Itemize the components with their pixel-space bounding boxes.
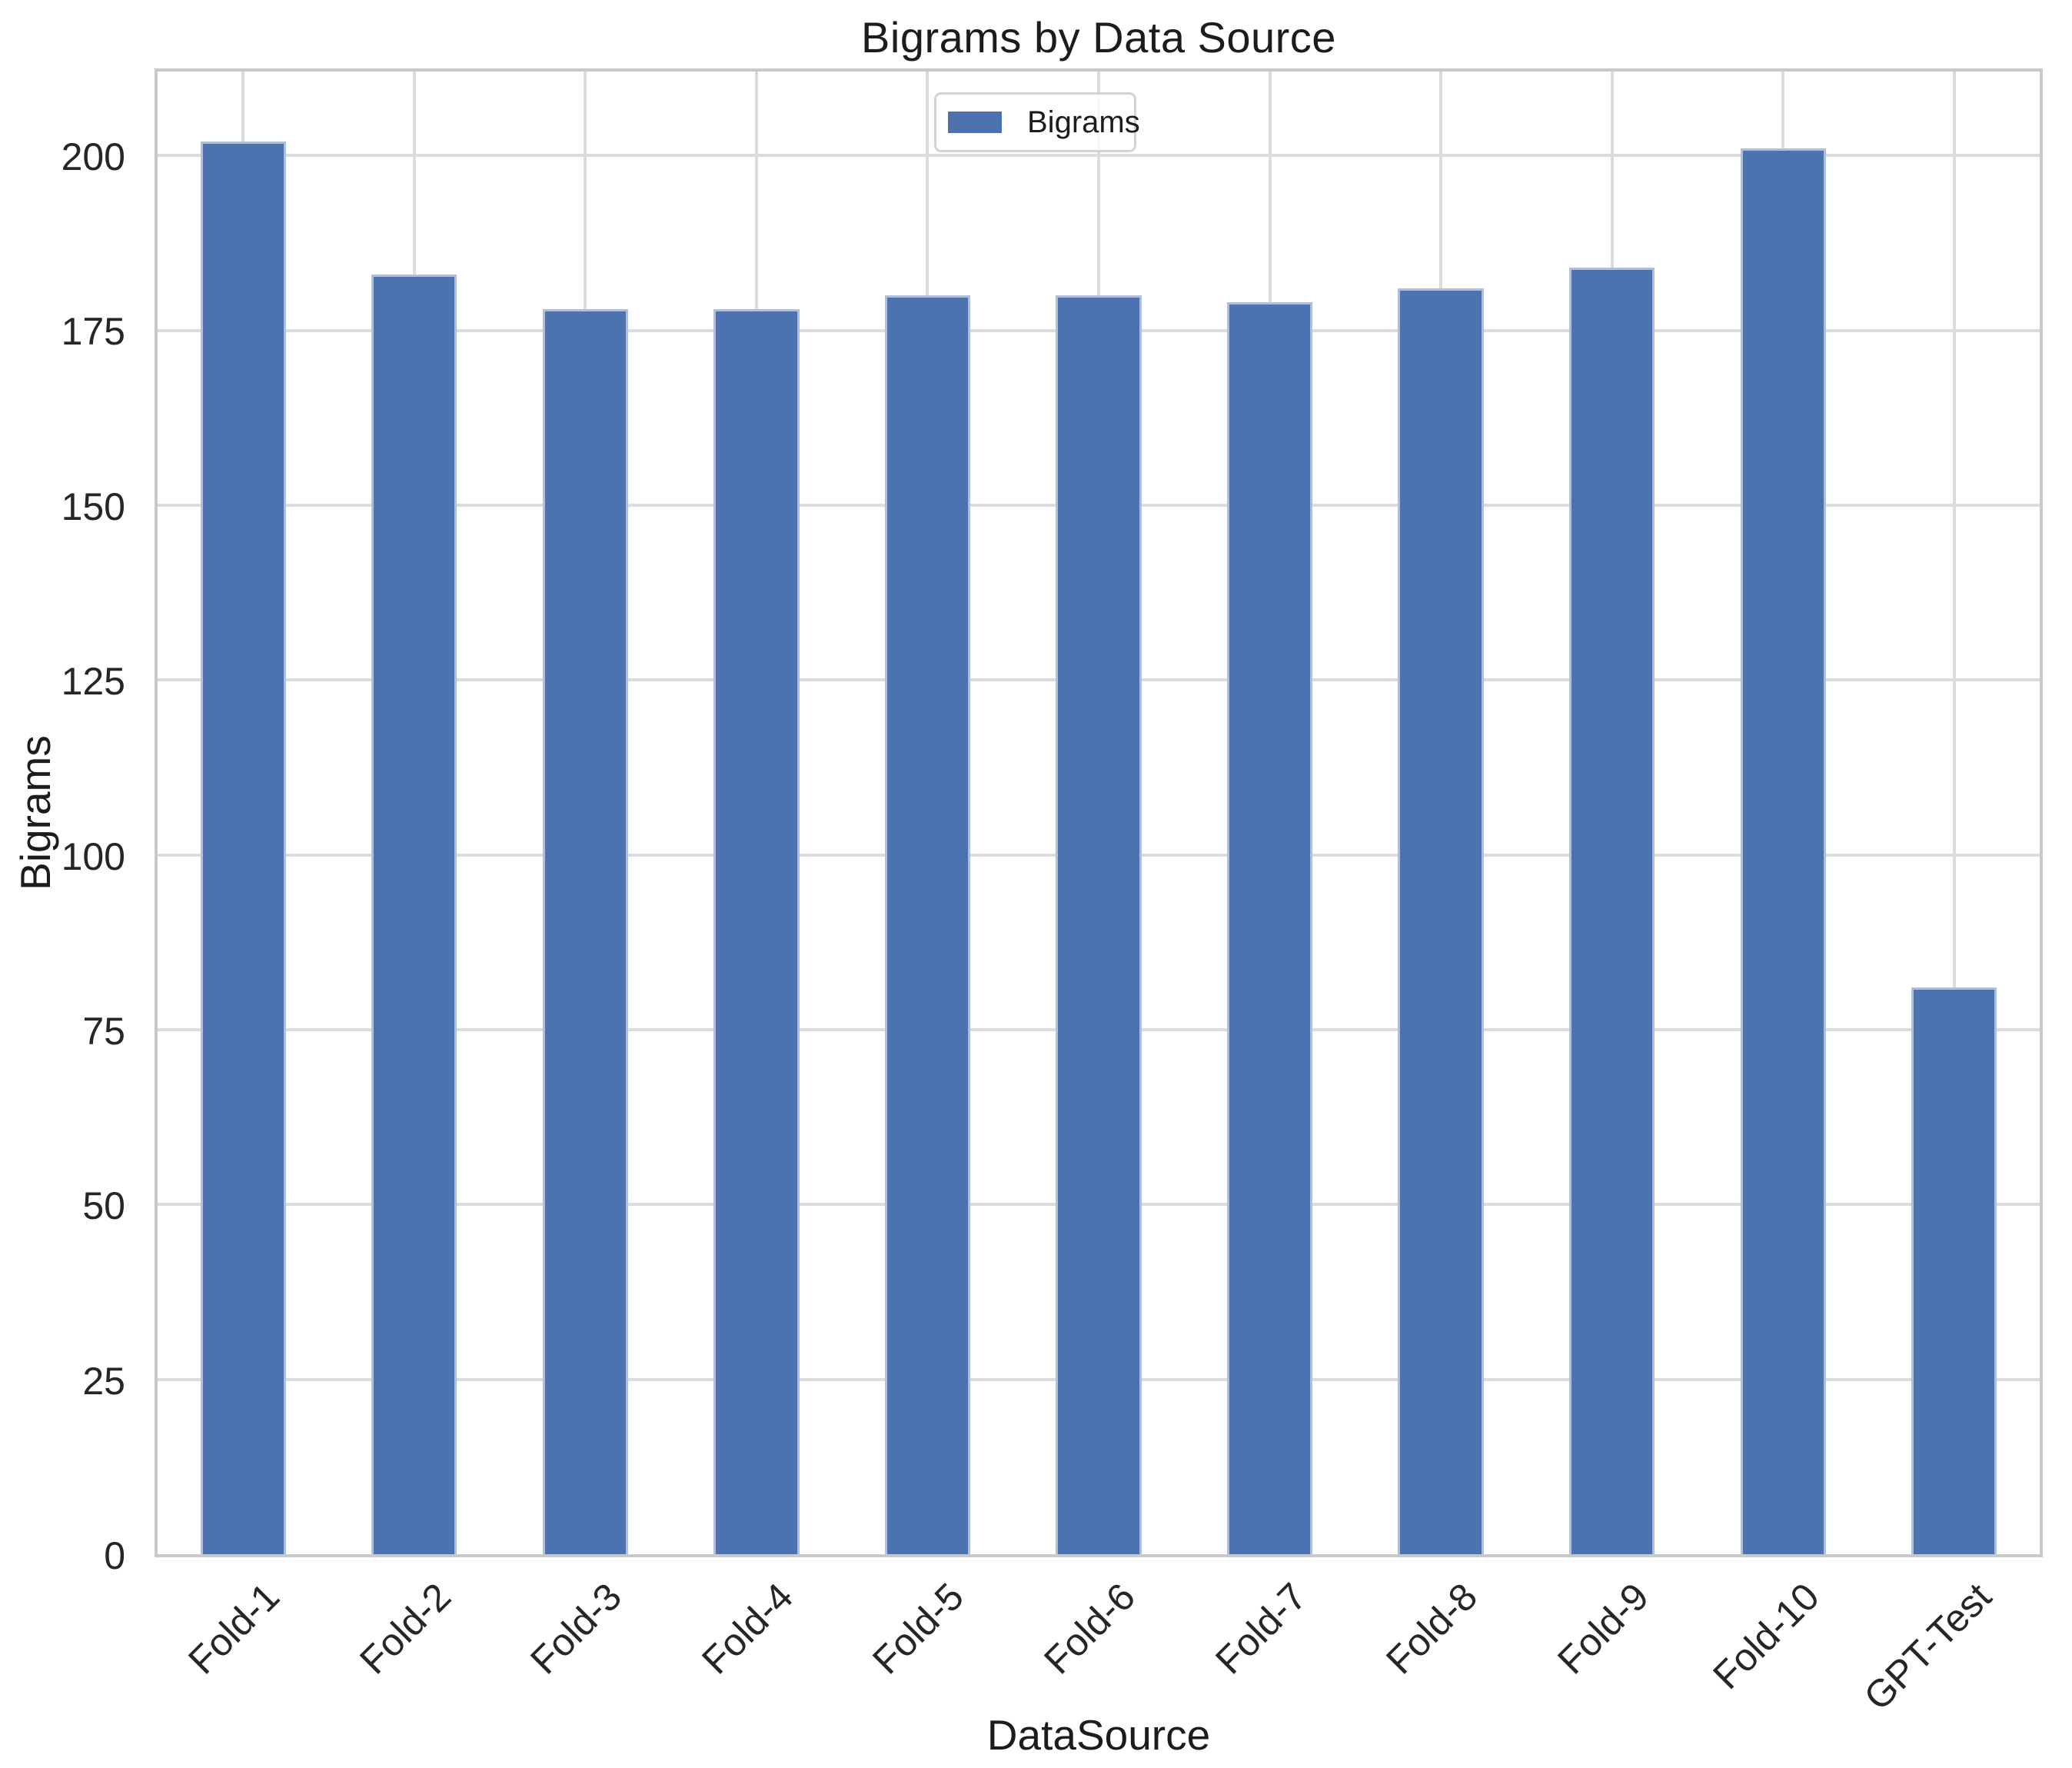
y-tick-label-150: 150 xyxy=(61,485,125,528)
plot-area xyxy=(155,68,2043,1557)
bar-fold-10 xyxy=(1740,148,1826,1554)
x-tick-label-fold-9: Fold-9 xyxy=(1549,1574,1658,1683)
x-tick-label-fold-7: Fold-7 xyxy=(1207,1574,1315,1683)
bar-fold-8 xyxy=(1398,288,1484,1554)
x-tick-label-fold-6: Fold-6 xyxy=(1036,1574,1144,1683)
bar-fold-6 xyxy=(1056,295,1142,1554)
bar-fold-9 xyxy=(1569,267,1655,1554)
bar-fold-5 xyxy=(884,295,971,1554)
legend-label: Bigrams xyxy=(1027,105,1140,139)
legend: Bigrams xyxy=(934,92,1140,152)
y-tick-label-25: 25 xyxy=(82,1360,125,1403)
bar-fold-4 xyxy=(713,309,800,1554)
x-tick-label-gpt-test: GPT-Test xyxy=(1855,1574,2000,1719)
chart-title: Bigrams by Data Source xyxy=(861,13,1336,62)
y-tick-label-75: 75 xyxy=(82,1010,125,1053)
y-tick-label-175: 175 xyxy=(61,310,125,353)
x-tick-label-fold-3: Fold-3 xyxy=(522,1574,630,1683)
x-tick-label-fold-8: Fold-8 xyxy=(1378,1574,1486,1683)
x-tick-label-fold-4: Fold-4 xyxy=(693,1574,802,1683)
x-tick-label-fold-1: Fold-1 xyxy=(180,1574,288,1683)
legend-swatch-bigrams xyxy=(948,112,1002,133)
y-tick-label-200: 200 xyxy=(61,135,125,178)
y-tick-label-50: 50 xyxy=(82,1184,125,1227)
x-tick-label-fold-2: Fold-2 xyxy=(351,1574,460,1683)
x-axis-label: DataSource xyxy=(986,1711,1211,1759)
bar-fold-2 xyxy=(371,274,457,1554)
gridline-x-gpt-test xyxy=(1952,72,1956,1554)
bar-fold-7 xyxy=(1226,302,1313,1554)
bar-gpt-test xyxy=(1911,987,1997,1554)
x-tick-label-fold-5: Fold-5 xyxy=(864,1574,973,1683)
bar-fold-1 xyxy=(200,141,286,1554)
x-tick-label-fold-10: Fold-10 xyxy=(1704,1574,1828,1698)
y-tick-label-100: 100 xyxy=(61,835,125,878)
y-tick-label-0: 0 xyxy=(104,1534,125,1577)
bar-fold-3 xyxy=(542,309,628,1554)
y-tick-label-125: 125 xyxy=(61,660,125,703)
